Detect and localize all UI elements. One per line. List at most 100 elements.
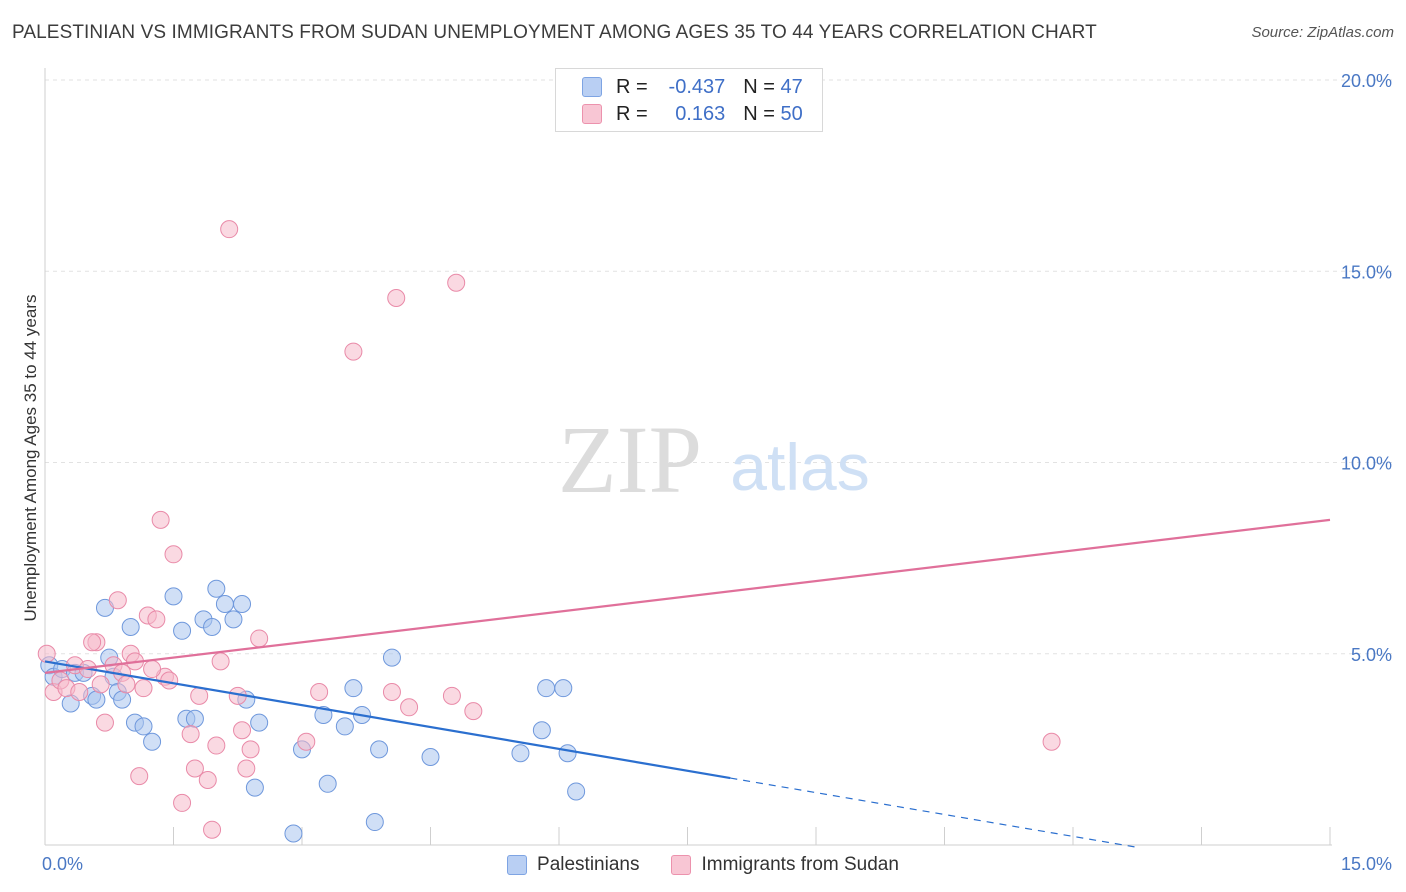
data-point: [220, 220, 239, 239]
series-palestinians: [40, 579, 586, 843]
data-point: [143, 660, 162, 679]
data-point: [245, 778, 264, 797]
trend-line-immigrants-from-sudan: [44, 518, 1331, 674]
data-point: [117, 675, 136, 694]
data-point: [121, 617, 140, 636]
data-point: [108, 591, 127, 610]
data-point: [181, 725, 200, 744]
legend-row-palestinians: R = -0.437 N = 47: [582, 74, 803, 100]
legend-r-label: R =: [616, 102, 648, 125]
trend-line-palestinians: [44, 660, 731, 780]
data-point: [532, 721, 551, 740]
grid-lines: [45, 79, 1392, 655]
data-point: [567, 782, 586, 801]
data-point: [387, 289, 406, 308]
data-point: [382, 648, 401, 667]
data-point: [91, 675, 110, 694]
data-point: [173, 793, 192, 812]
data-point: [442, 686, 461, 705]
data-point: [250, 629, 269, 648]
data-point: [365, 813, 384, 832]
series-legend: Palestinians Immigrants from Sudan: [0, 852, 1406, 878]
legend-label: Palestinians: [537, 854, 640, 875]
data-point: [318, 774, 337, 793]
data-point: [211, 652, 230, 671]
y-tick-label: 5.0%: [1351, 645, 1392, 665]
watermark-atlas: atlas: [730, 430, 869, 504]
data-point: [310, 683, 329, 701]
data-point: [511, 744, 530, 763]
data-point: [151, 510, 170, 529]
legend-n-value: 50: [780, 102, 803, 125]
data-point: [113, 690, 132, 709]
data-point: [164, 545, 183, 564]
data-point: [241, 740, 260, 759]
data-point: [224, 610, 243, 629]
data-point: [344, 342, 363, 361]
legend-n-label: N =: [743, 102, 775, 125]
watermark-zip: ZIP: [558, 406, 702, 513]
legend-r-label: R =: [616, 75, 648, 98]
data-point: [233, 595, 252, 614]
data-point: [314, 705, 333, 724]
data-point: [147, 610, 166, 629]
data-point: [37, 644, 56, 663]
legend-swatch-blue: [582, 77, 602, 97]
data-point: [537, 679, 556, 698]
y-axis-label: Unemployment Among Ages 35 to 44 years: [21, 295, 40, 622]
data-point: [173, 621, 192, 640]
data-point: [143, 732, 162, 751]
axes: [44, 68, 1332, 846]
legend-item-palestinians[interactable]: Palestinians: [507, 854, 639, 876]
legend-label: Immigrants from Sudan: [701, 854, 899, 875]
legend-n-label: N =: [743, 75, 775, 98]
data-point: [554, 679, 573, 698]
data-point: [95, 713, 114, 732]
legend-swatch-pink: [582, 104, 602, 124]
data-point: [382, 683, 401, 701]
data-point: [130, 767, 149, 786]
data-point: [1042, 732, 1061, 751]
legend-row-sudan: R = 0.163 N = 50: [582, 101, 803, 127]
x-tick-label: 0.0%: [42, 854, 83, 874]
data-point: [190, 686, 209, 705]
source-label: Source: ZipAtlas.com: [1251, 24, 1394, 41]
data-point: [335, 717, 354, 736]
data-point: [198, 770, 217, 789]
correlation-legend: R = -0.437 N = 47 R = 0.163 N = 50: [555, 68, 823, 132]
data-point: [237, 759, 256, 778]
data-point: [207, 579, 226, 598]
legend-swatch-blue: [507, 855, 528, 875]
data-point: [215, 595, 234, 614]
data-point: [421, 748, 440, 767]
data-point: [207, 736, 226, 755]
tick-labels: 5.0% 10.0% 15.0% 20.0% 0.0% 15.0%: [42, 71, 1392, 874]
data-point: [250, 713, 269, 732]
data-point: [370, 740, 389, 759]
data-point: [464, 702, 483, 721]
legend-item-immigrants-from-sudan[interactable]: Immigrants from Sudan: [671, 854, 899, 876]
data-point: [344, 679, 363, 698]
trend-line-palestinians-extension: [730, 777, 1141, 849]
y-tick-label: 15.0%: [1341, 262, 1392, 282]
data-point: [185, 759, 204, 778]
y-tick-label: 10.0%: [1341, 454, 1392, 474]
chart-title: PALESTINIAN VS IMMIGRANTS FROM SUDAN UNE…: [12, 22, 1097, 43]
data-point: [134, 717, 153, 736]
data-point: [70, 683, 89, 701]
x-tick-label: 15.0%: [1341, 854, 1392, 874]
data-point: [83, 633, 102, 652]
legend-swatch-pink: [671, 855, 692, 875]
y-tick-label: 20.0%: [1341, 71, 1392, 91]
data-point: [284, 824, 303, 843]
data-point: [558, 744, 577, 763]
series-immigrants-from-sudan: [37, 220, 1061, 839]
legend-n-value: 47: [780, 75, 803, 98]
data-point: [233, 721, 252, 740]
data-point: [400, 698, 419, 717]
data-point: [134, 679, 153, 698]
trend-lines: [44, 518, 1331, 849]
data-point: [447, 273, 466, 292]
legend-r-value: 0.163: [675, 102, 726, 125]
